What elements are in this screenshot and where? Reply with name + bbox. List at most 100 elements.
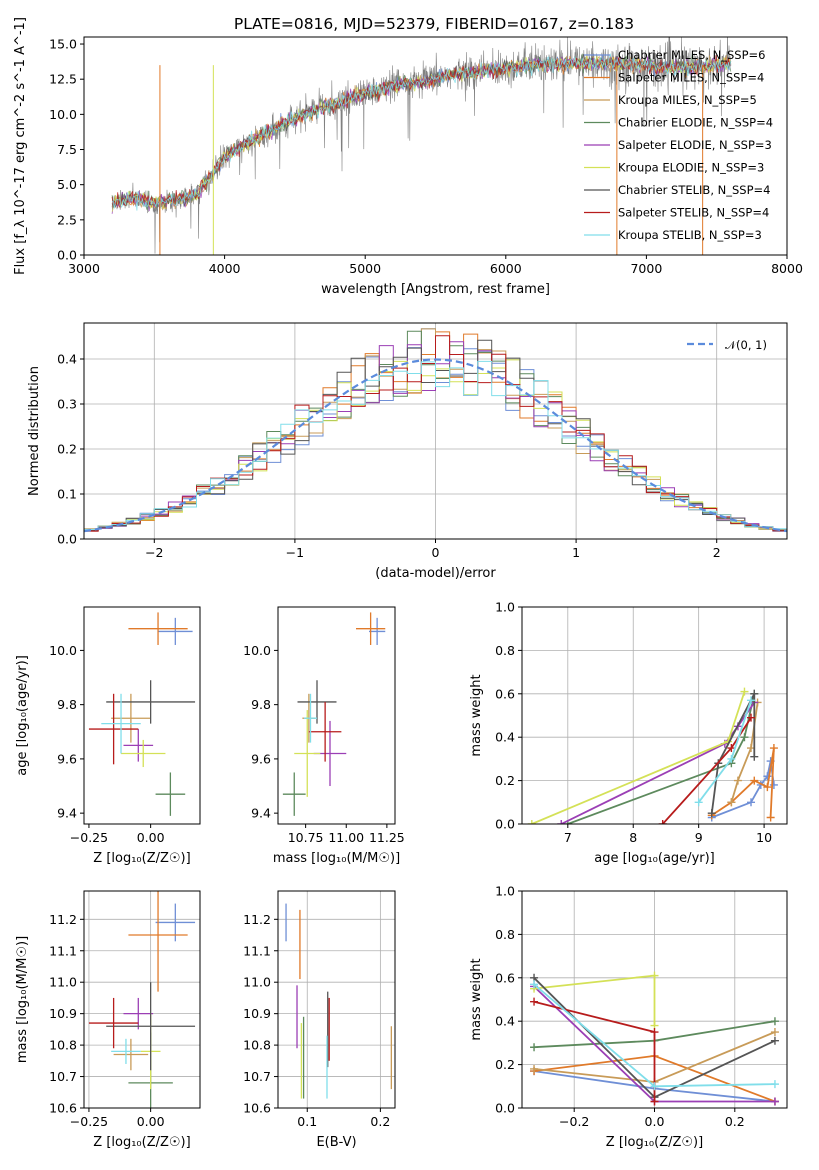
x-axis-label: (data-model)/error bbox=[375, 566, 496, 581]
plot-area-mass_vs_Z bbox=[88, 891, 196, 1108]
y-tick-label: 10.6 bbox=[243, 1101, 271, 1116]
weight-marker bbox=[770, 1028, 779, 1037]
errorbar-point-4 bbox=[123, 729, 154, 762]
legend-label-1: Salpeter MILES, N_SSP=4 bbox=[618, 71, 764, 85]
plot-area-massweight_vs_Z bbox=[530, 971, 779, 1106]
weight-marker bbox=[530, 980, 539, 989]
y-tick-label: 0.2 bbox=[495, 1057, 515, 1072]
errorbar-point-0 bbox=[369, 617, 386, 645]
errorbar-point-4 bbox=[123, 997, 154, 1030]
x-tick-label: 7000 bbox=[630, 261, 662, 276]
legend-label-3: Chabrier ELODIE, N_SSP=4 bbox=[618, 116, 773, 130]
y-axis-label: mass [log₁₀(M/M☉)] bbox=[15, 936, 30, 1063]
y-tick-label: 9.6 bbox=[251, 751, 271, 766]
y-tick-label: 0.1 bbox=[57, 487, 77, 502]
axes-massweight_vs_age: 7 8 9 10 0.0 0.2 0.4 0.6 0.8 1.0 age [log₁₀(age/yr… bbox=[469, 600, 788, 866]
y-tick-label: 0.0 bbox=[495, 1101, 515, 1116]
y-tick-label: 0.6 bbox=[495, 970, 515, 985]
y-tick-label: 0.0 bbox=[57, 248, 77, 263]
y-tick-label: 11.0 bbox=[49, 975, 77, 990]
errorbar-point-1 bbox=[128, 891, 188, 992]
x-tick-label: 9 bbox=[695, 830, 703, 845]
weight-marker bbox=[747, 798, 756, 807]
weight-marker bbox=[750, 776, 759, 785]
weight-marker bbox=[557, 820, 566, 824]
frame-massweight_vs_age bbox=[521, 606, 788, 825]
y-tick-label: 10.0 bbox=[49, 643, 77, 658]
x-tick-label: 10 bbox=[756, 830, 772, 845]
x-axis-label: mass [log₁₀(M/M☉)] bbox=[273, 851, 400, 866]
legend-label-5: Kroupa ELODIE, N_SSP=3 bbox=[618, 161, 764, 175]
weight-marker bbox=[707, 809, 716, 818]
y-tick-label: 11.0 bbox=[243, 975, 271, 990]
legend-label-6: Chabrier STELIB, N_SSP=4 bbox=[618, 183, 770, 197]
errorbar-point-5 bbox=[121, 739, 166, 768]
weight-marker bbox=[650, 1082, 659, 1091]
weight-marker bbox=[650, 1028, 659, 1037]
weight-line-1 bbox=[711, 747, 775, 818]
legend-label-7: Salpeter STELIB, N_SSP=4 bbox=[618, 206, 769, 220]
gaussian-curve bbox=[84, 358, 787, 533]
x-axis-label: age [log₁₀(age/yr)] bbox=[594, 851, 715, 866]
frame-spectrum bbox=[83, 36, 788, 256]
x-tick-label: 6000 bbox=[490, 261, 522, 276]
x-axis-label: Z [log₁₀(Z/Z☉)] bbox=[93, 1135, 190, 1150]
y-axis-label: Flux [f_λ 10^-17 erg cm^-2 s^-1 A^-1] bbox=[13, 17, 28, 275]
weight-marker bbox=[769, 744, 778, 753]
weight-marker bbox=[727, 754, 736, 763]
x-tick-label: 0.0 bbox=[645, 1114, 665, 1129]
errorbar-point-3 bbox=[282, 772, 306, 816]
y-tick-label: 10.0 bbox=[243, 643, 271, 658]
weight-marker bbox=[530, 1043, 539, 1052]
y-tick-label: 10.9 bbox=[49, 1006, 77, 1021]
errorbar-point-1 bbox=[356, 612, 386, 645]
x-tick-label: 0.2 bbox=[725, 1114, 745, 1129]
plot-area-residuals bbox=[84, 328, 787, 533]
x-tick-label: 10.75 bbox=[288, 830, 324, 845]
y-tick-label: 1.0 bbox=[495, 600, 515, 615]
plot-area-mass_vs_EBV bbox=[285, 903, 392, 1099]
weight-marker bbox=[763, 783, 772, 792]
x-tick-label: 8000 bbox=[771, 261, 803, 276]
errorbar-point-6 bbox=[106, 680, 196, 724]
x-tick-label: 0.00 bbox=[137, 1114, 165, 1129]
errorbar-point-6 bbox=[106, 982, 196, 1071]
errorbar-point-1 bbox=[128, 612, 188, 645]
y-axis-label: age [log₁₀(age/yr)] bbox=[15, 655, 30, 776]
plot-area-spectrum bbox=[111, 37, 732, 255]
errorbar-point-6 bbox=[297, 680, 337, 724]
axes-age_vs_Z: −0.25 0.00 9.4 9.6 9.8 10.0 Z [log₁₀(Z/Z☉)] age… bbox=[15, 606, 201, 866]
legend-label-8: Kroupa STELIB, N_SSP=3 bbox=[618, 228, 762, 242]
axes-massweight_vs_Z: −0.2 0.0 0.2 0.0 0.2 0.4 0.6 0.8 1.0 Z [log₁₀(Z/Z… bbox=[469, 884, 788, 1150]
x-tick-label: 2 bbox=[713, 545, 721, 560]
x-tick-label: −2 bbox=[145, 545, 163, 560]
y-tick-label: 10.0 bbox=[49, 107, 77, 122]
errorbar-point-8 bbox=[111, 1038, 141, 1064]
y-tick-label: 0.4 bbox=[495, 730, 515, 745]
weight-marker bbox=[530, 1064, 539, 1073]
weight-marker bbox=[747, 696, 756, 705]
weight-marker bbox=[750, 752, 759, 761]
x-tick-label: −0.25 bbox=[70, 830, 108, 845]
y-tick-label: 12.5 bbox=[49, 72, 77, 87]
errorbar-point-3 bbox=[155, 772, 186, 816]
y-tick-label: 0.4 bbox=[495, 1014, 515, 1029]
y-tick-label: 10.7 bbox=[243, 1069, 271, 1084]
weight-marker bbox=[530, 997, 539, 1006]
y-tick-label: 11.2 bbox=[49, 912, 77, 927]
frame-age_vs_Z bbox=[83, 606, 201, 825]
x-tick-label: 4000 bbox=[209, 261, 241, 276]
errorbar-point-7 bbox=[88, 997, 139, 1049]
axes-spectrum: 3000 4000 5000 6000 7000 8000 0.0 2.5 5.0 7.5 10.0… bbox=[13, 17, 803, 297]
y-tick-label: 0.2 bbox=[495, 773, 515, 788]
legend-label-0: Chabrier MILES, N_SSP=6 bbox=[618, 48, 765, 62]
weight-marker bbox=[727, 798, 736, 807]
residual-hist-7 bbox=[84, 335, 787, 532]
errorbar-point-8 bbox=[101, 693, 141, 754]
errorbar-point-0 bbox=[158, 617, 193, 645]
y-tick-label: 9.4 bbox=[251, 806, 271, 821]
x-tick-label: 8 bbox=[629, 830, 637, 845]
axes-mass_vs_EBV: 0.1 0.2 10.6 10.7 10.8 10.9 11.0 11.1 11.2 E(B-V) bbox=[243, 890, 396, 1150]
x-tick-label: −1 bbox=[286, 545, 304, 560]
